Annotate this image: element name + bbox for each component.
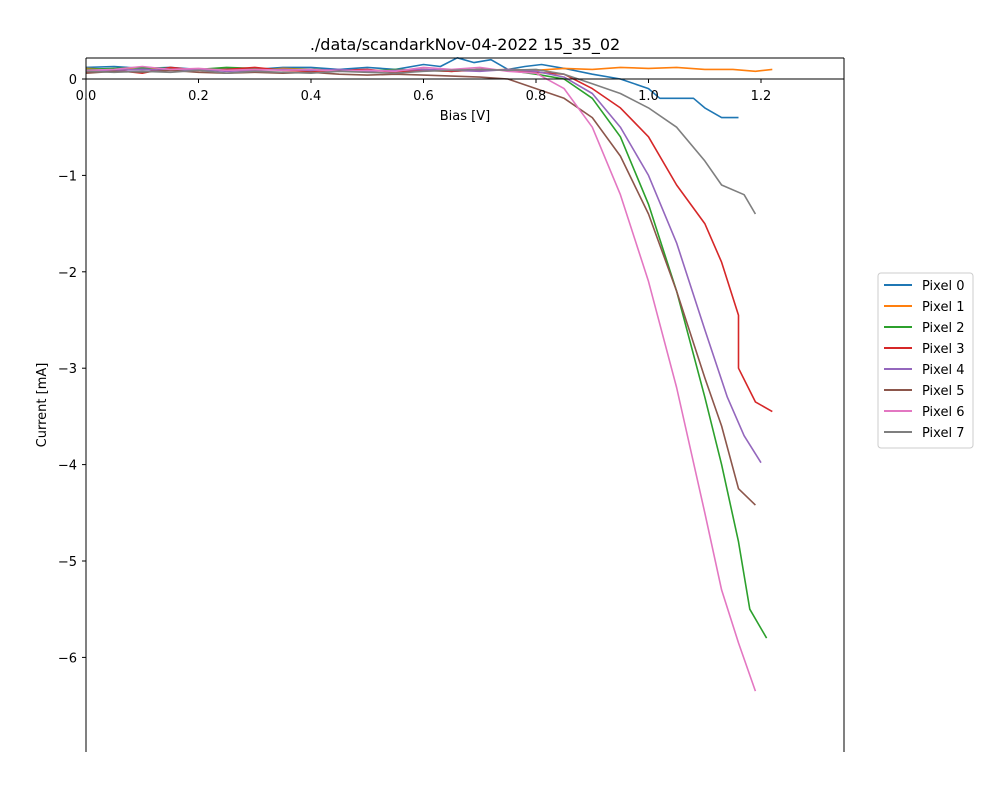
series-line-pixel-0 — [85, 56, 739, 119]
series-layer — [85, 56, 773, 692]
legend-label-pixel-2: Pixel 2 — [922, 321, 964, 336]
x-tick-label: 1.2 — [751, 89, 772, 104]
series-line-pixel-5 — [85, 69, 756, 506]
series-line-pixel-7 — [85, 68, 757, 215]
y-tick-label: −3 — [58, 362, 77, 377]
axes-layer: 0.0 0.2 0.4 0.6 0.8 1.0 1.2 0 −1 −2 −3 −4 −5 −6 — [58, 57, 845, 752]
y-tick-label: −4 — [58, 459, 77, 474]
x-tick-label: 0.0 — [76, 89, 97, 104]
y-tick-label: −5 — [58, 555, 77, 570]
legend-label-pixel-0: Pixel 0 — [922, 279, 964, 294]
series-line-pixel-4 — [85, 68, 762, 464]
y-tick-label: −1 — [58, 169, 77, 184]
chart-title: ./data/scandarkNov-04-2022 15_35_02 — [310, 35, 620, 55]
x-tick-label: 0.6 — [413, 89, 434, 104]
legend-label-pixel-7: Pixel 7 — [922, 426, 964, 441]
y-tick-label: −2 — [58, 266, 77, 281]
series-line-pixel-6 — [85, 65, 757, 692]
x-tick-label: 0.8 — [526, 89, 547, 104]
x-tick-label: 0.2 — [188, 89, 209, 104]
legend-frame — [877, 272, 974, 449]
x-tick-label: 0.4 — [301, 89, 322, 104]
legend-label-pixel-3: Pixel 3 — [922, 342, 964, 357]
legend-label-pixel-4: Pixel 4 — [922, 363, 964, 378]
legend-label-pixel-6: Pixel 6 — [922, 405, 964, 420]
y-tick-label: 0 — [69, 73, 77, 88]
y-axis-title: Current [mA] — [35, 363, 50, 448]
legend-label-pixel-1: Pixel 1 — [922, 300, 964, 315]
x-axis-title: Bias [V] — [440, 109, 490, 124]
y-tick-label: −6 — [58, 651, 77, 666]
legend: Pixel 0 Pixel 1 Pixel 2 Pixel 3 Pixel 4 Pixel… — [877, 272, 974, 449]
x-tick-label: 1.0 — [638, 89, 659, 104]
legend-label-pixel-5: Pixel 5 — [922, 384, 964, 399]
